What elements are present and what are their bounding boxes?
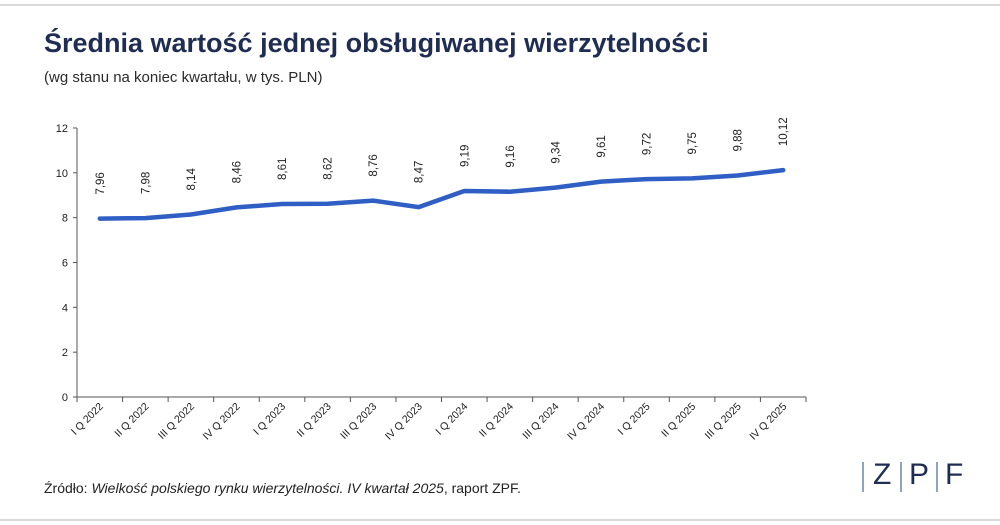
data-label: 9,75	[687, 132, 699, 154]
chart-subtitle: (wg stanu na koniec kwartału, w tys. PLN…	[44, 69, 323, 86]
data-label: 10,12	[778, 117, 790, 146]
x-tick-label: IV Q 2024	[565, 401, 607, 443]
logo-divider	[862, 462, 864, 492]
x-tick-label: I Q 2024	[433, 401, 470, 438]
y-tick-label: 10	[56, 168, 68, 180]
x-tick-label: II Q 2024	[477, 401, 516, 440]
logo-divider	[936, 462, 938, 492]
bottom-border	[0, 519, 1000, 521]
data-label: 8,62	[323, 157, 335, 179]
data-label: 8,46	[231, 161, 243, 183]
x-tick-label: IV Q 2023	[383, 401, 425, 443]
logo-divider	[900, 462, 902, 492]
y-tick-label: 0	[62, 392, 68, 404]
data-label: 7,96	[95, 172, 107, 194]
data-labels: 7,96 7,98 8,14 8,46 8,61 8,62 8,76 8,47 9,19 9,16…	[95, 117, 790, 194]
x-axis-ticks: I Q 2022 II Q 2022 III Q 2022 IV Q 2022 I Q …	[69, 397, 807, 443]
y-tick-label: 4	[62, 302, 68, 314]
data-label: 9,16	[505, 145, 517, 167]
data-label: 9,88	[733, 129, 745, 151]
x-tick-label: III Q 2025	[703, 401, 744, 442]
y-tick-label: 12	[56, 123, 68, 135]
series-line	[97, 167, 786, 221]
data-label: 7,98	[140, 172, 152, 194]
top-border	[0, 4, 1000, 6]
source-prefix: Źródło:	[44, 480, 92, 496]
data-label: 9,34	[550, 141, 562, 164]
source-title: Wielkość polskiego rynku wierzytelności.…	[91, 480, 444, 496]
source-note: Źródło: Wielkość polskiego rynku wierzyt…	[44, 480, 521, 496]
data-label: 8,47	[414, 161, 426, 183]
y-axis-ticks: 0 2 4 6 8 10 12	[56, 123, 77, 404]
data-label: 9,61	[596, 135, 608, 157]
y-tick-label: 2	[62, 347, 68, 359]
data-label: 8,76	[368, 154, 380, 176]
x-tick-label: IV Q 2022	[201, 401, 243, 443]
logo-letter-f: F	[945, 458, 964, 491]
chart-title: Średnia wartość jednej obsługiwanej wier…	[44, 28, 709, 58]
x-tick-label: IV Q 2025	[747, 401, 789, 443]
logo-letter-z: Z	[873, 458, 892, 491]
zpf-logo: Z P F	[862, 458, 972, 498]
data-label: 8,14	[186, 168, 198, 191]
data-label: 9,19	[459, 145, 471, 167]
x-tick-label: III Q 2024	[520, 401, 561, 442]
data-label: 8,61	[277, 158, 289, 180]
y-tick-label: 6	[62, 258, 68, 270]
x-tick-label: I Q 2022	[69, 401, 106, 438]
x-tick-label: II Q 2025	[659, 401, 698, 440]
x-tick-label: II Q 2023	[295, 401, 334, 440]
logo-letter-p: P	[909, 458, 930, 491]
source-suffix: , raport ZPF.	[443, 480, 521, 496]
x-tick-label: III Q 2022	[156, 401, 197, 442]
x-tick-label: I Q 2023	[251, 401, 288, 438]
x-tick-label: III Q 2023	[338, 401, 379, 442]
data-label: 9,72	[642, 133, 654, 155]
x-tick-label: I Q 2025	[616, 401, 653, 438]
x-tick-label: II Q 2022	[112, 401, 151, 440]
y-tick-label: 8	[62, 213, 68, 225]
